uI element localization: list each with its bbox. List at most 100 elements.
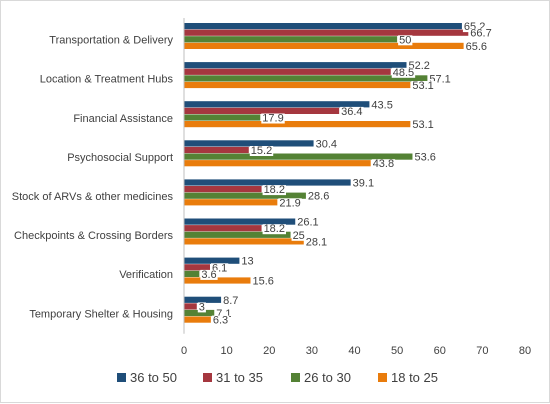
x-axis: 0 10 20 30 40 50 60 70 80 [181,18,531,357]
data-label-background [371,159,396,170]
data-label: 28.1 [306,236,327,248]
data-label-background [370,100,394,111]
data-label-background [215,309,233,319]
bar-31-to-35 [184,225,262,232]
data-label: 18.2 [264,184,285,196]
data-label: 13 [241,256,253,268]
data-label-background [304,237,329,248]
data-label-background [197,302,206,313]
bar-31-to-35 [184,303,197,310]
bar-36-to-50 [184,179,351,186]
bar-31-to-35 [184,29,469,36]
data-label-background [407,61,431,72]
category-labels-layer: Transportation & Delivery Location & Trea… [12,35,174,321]
data-label: 65.6 [466,41,487,53]
legend-swatch [291,373,300,382]
data-label: 6.3 [213,315,228,327]
x-tick-label: 10 [221,345,233,357]
data-label: 21.9 [279,197,300,209]
x-tick-label: 50 [391,345,403,357]
bar-26-to-30 [184,75,428,82]
data-label-background [200,269,218,280]
bar-36-to-50 [184,62,407,69]
data-label-background [411,120,435,131]
data-label: 48.5 [393,67,414,79]
data-label: 17.9 [262,113,283,125]
bar-36-to-50 [184,140,314,147]
category-label: Checkpoints & Crossing Borders [14,230,173,242]
legend-swatch [117,373,126,382]
data-label: 53.1 [412,119,433,131]
data-label: 3 [199,301,205,313]
data-label: 39.1 [353,178,374,190]
data-label: 36.4 [341,106,362,118]
x-tick-label: 20 [263,345,275,357]
data-label-background [278,198,302,209]
data-label: 15.2 [251,145,272,157]
x-tick-label: 0 [181,345,187,357]
data-label-background [464,41,489,52]
legend: 36 to 50 31 to 35 26 to 30 18 to 25 [117,370,438,385]
x-tick-label: 70 [476,345,488,357]
bar-18-to-25 [184,42,464,49]
bar-18-to-25 [184,316,211,323]
data-label-background [249,146,274,156]
bar-18-to-25 [184,81,411,89]
data-label: 28.6 [308,191,329,203]
bar-18-to-25 [184,238,304,245]
data-label: 53.6 [414,152,435,164]
data-label-background [262,185,286,196]
bar-18-to-25 [184,199,278,206]
bar-31-to-35 [184,186,262,193]
legend-swatch [378,373,387,382]
bar-26-to-30 [184,270,200,277]
bar-26-to-30 [184,36,398,43]
bar-26-to-30 [184,192,306,199]
x-tick-label: 40 [348,345,360,357]
bar-36-to-50 [184,257,240,264]
category-label: Transportation & Delivery [49,35,173,47]
category-label: Temporary Shelter & Housing [29,308,173,320]
bar-31-to-35 [184,107,340,114]
data-label-background [398,35,413,46]
category-label: Verification [119,269,173,281]
data-label: 50 [399,34,411,46]
bar-36-to-50 [184,218,296,225]
bar-26-to-30 [184,309,215,317]
data-labels-layer: 65.266.75065.652.248.557.153.143.536.417… [197,21,493,327]
data-label: 66.7 [470,28,491,40]
bar-36-to-50 [184,23,462,30]
bar-26-to-30 [184,231,291,238]
bar-36-to-50 [184,101,370,108]
category-label: Stock of ARVs & other medicines [12,191,174,203]
data-label-background [469,28,493,39]
data-label-background [296,217,320,228]
data-label-background [413,152,437,163]
bar-18-to-25 [184,121,411,128]
data-label: 26.1 [297,217,318,229]
data-label: 15.6 [252,276,273,288]
data-label: 53.1 [412,80,433,92]
bar-18-to-25 [184,277,251,284]
data-label-background [211,263,229,274]
data-label-background [240,256,255,267]
data-label: 65.2 [464,21,485,33]
data-label-background [222,295,240,306]
category-label: Location & Treatment Hubs [40,74,174,86]
data-label-background [411,81,435,91]
data-label-background [391,67,416,78]
data-label: 18.2 [264,223,285,235]
data-label: 25 [293,230,305,242]
x-tick-label: 80 [519,345,531,357]
data-label-background [251,276,275,287]
data-label-background [314,139,339,150]
x-tick-label: 30 [306,345,318,357]
legend-label: 26 to 30 [304,370,351,385]
data-label-background [211,315,230,326]
data-label: 8.7 [223,295,238,307]
data-label: 3.6 [201,269,216,281]
bar-26-to-30 [184,114,261,121]
legend-label: 31 to 35 [216,370,263,385]
